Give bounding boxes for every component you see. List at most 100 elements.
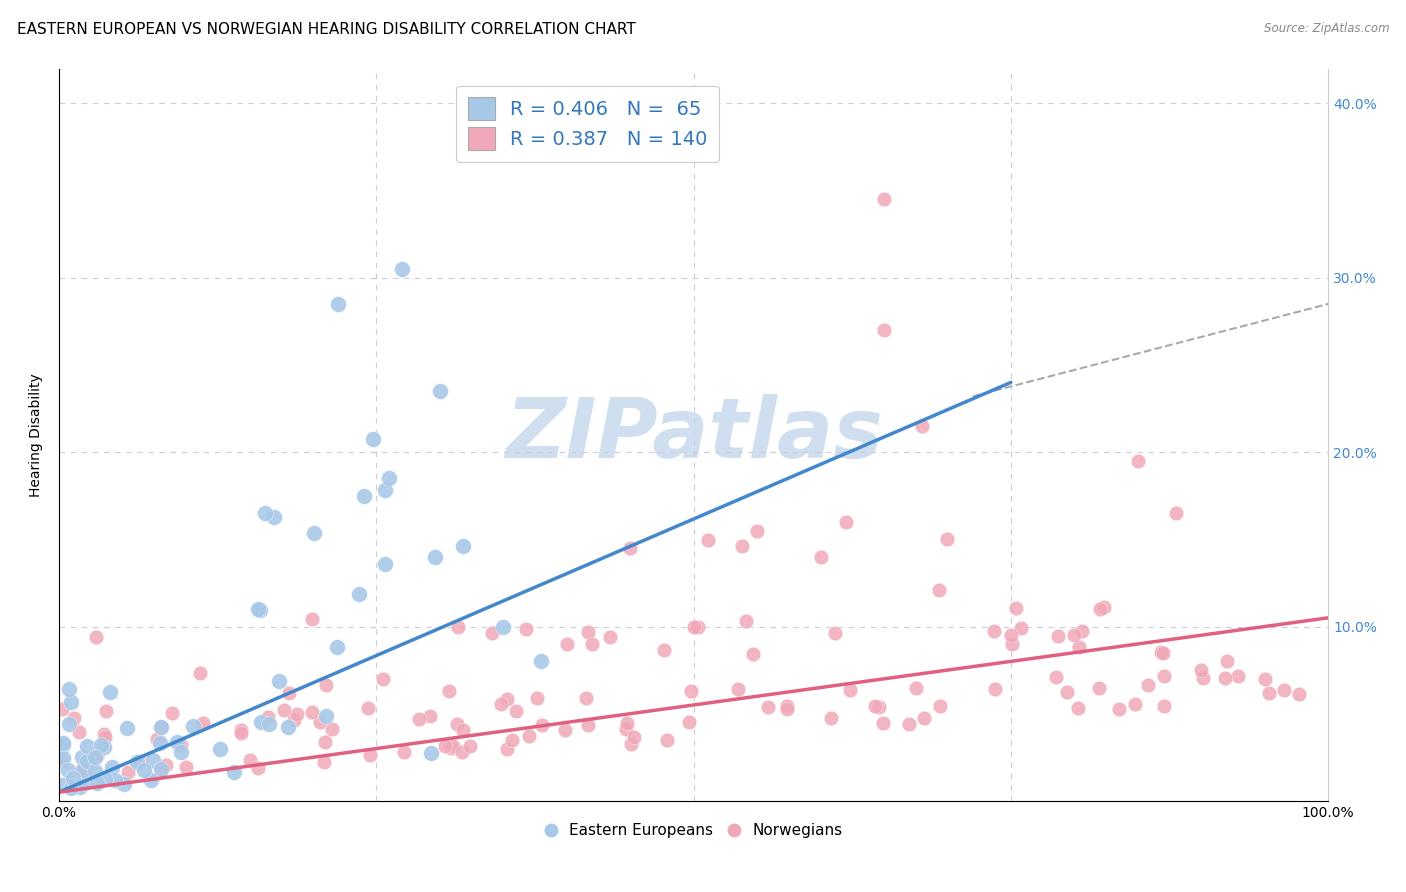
- Text: EASTERN EUROPEAN VS NORWEGIAN HEARING DISABILITY CORRELATION CHART: EASTERN EUROPEAN VS NORWEGIAN HEARING DI…: [17, 22, 636, 37]
- Point: [60, 781, 83, 796]
- Point: [936, 533, 959, 547]
- Point: [52, 735, 75, 749]
- Point: [1191, 671, 1213, 685]
- Point: [686, 620, 709, 634]
- Point: [745, 524, 768, 538]
- Point: [100, 685, 122, 699]
- Point: [94, 730, 117, 744]
- Point: [246, 602, 269, 616]
- Point: [56, 763, 79, 777]
- Point: [301, 611, 323, 625]
- Point: [1254, 672, 1277, 686]
- Point: [302, 526, 325, 541]
- Point: [94, 772, 117, 786]
- Point: [104, 773, 127, 788]
- Point: [149, 736, 172, 750]
- Point: [554, 723, 576, 737]
- Point: [458, 739, 481, 754]
- Point: [52, 751, 75, 765]
- Point: [141, 773, 163, 788]
- Point: [67, 724, 90, 739]
- Point: [1088, 602, 1111, 616]
- Point: [72, 763, 94, 777]
- Point: [321, 723, 343, 737]
- Point: [758, 700, 780, 714]
- Point: [58, 717, 80, 731]
- Point: [51, 754, 73, 768]
- Point: [142, 753, 165, 767]
- Point: [451, 540, 474, 554]
- Point: [905, 681, 928, 695]
- Point: [1152, 646, 1174, 660]
- Point: [394, 745, 416, 759]
- Point: [101, 760, 124, 774]
- Point: [229, 723, 252, 737]
- Point: [277, 719, 299, 733]
- Point: [246, 761, 269, 775]
- Point: [620, 737, 643, 751]
- Point: [820, 711, 842, 725]
- Point: [440, 741, 463, 756]
- Point: [911, 419, 934, 434]
- Point: [315, 678, 337, 692]
- Point: [326, 640, 349, 655]
- Point: [229, 726, 252, 740]
- Point: [73, 776, 96, 790]
- Point: [447, 620, 470, 634]
- Point: [526, 690, 548, 705]
- Point: [517, 729, 540, 743]
- Point: [117, 764, 139, 779]
- Point: [117, 721, 139, 735]
- Point: [652, 643, 675, 657]
- Text: Source: ZipAtlas.com: Source: ZipAtlas.com: [1264, 22, 1389, 36]
- Point: [1000, 628, 1022, 642]
- Point: [176, 760, 198, 774]
- Point: [58, 681, 80, 696]
- Point: [357, 700, 380, 714]
- Point: [63, 711, 86, 725]
- Point: [446, 717, 468, 731]
- Point: [450, 745, 472, 759]
- Point: [575, 690, 598, 705]
- Point: [581, 637, 603, 651]
- Point: [359, 747, 381, 762]
- Point: [267, 674, 290, 689]
- Point: [347, 587, 370, 601]
- Point: [150, 763, 173, 777]
- Point: [467, 105, 489, 120]
- Point: [873, 323, 896, 337]
- Point: [1005, 600, 1028, 615]
- Point: [408, 712, 430, 726]
- Point: [928, 582, 950, 597]
- Point: [1126, 454, 1149, 468]
- Point: [678, 715, 700, 730]
- Point: [181, 719, 204, 733]
- Point: [52, 738, 75, 752]
- Point: [868, 700, 890, 714]
- Point: [429, 384, 451, 398]
- Point: [170, 738, 193, 752]
- Point: [315, 708, 337, 723]
- Point: [283, 713, 305, 727]
- Point: [578, 717, 600, 731]
- Point: [59, 695, 82, 709]
- Point: [1215, 654, 1237, 668]
- Point: [188, 666, 211, 681]
- Point: [496, 742, 519, 756]
- Point: [93, 740, 115, 755]
- Point: [865, 698, 887, 713]
- Point: [912, 711, 935, 725]
- Point: [1011, 621, 1033, 635]
- Point: [69, 780, 91, 794]
- Point: [735, 615, 758, 629]
- Point: [451, 723, 474, 737]
- Point: [419, 747, 441, 761]
- Point: [146, 731, 169, 746]
- Point: [170, 745, 193, 759]
- Point: [285, 707, 308, 722]
- Point: [599, 630, 621, 644]
- Y-axis label: Hearing Disability: Hearing Disability: [30, 373, 44, 497]
- Point: [1288, 687, 1310, 701]
- Point: [616, 716, 638, 731]
- Point: [1067, 701, 1090, 715]
